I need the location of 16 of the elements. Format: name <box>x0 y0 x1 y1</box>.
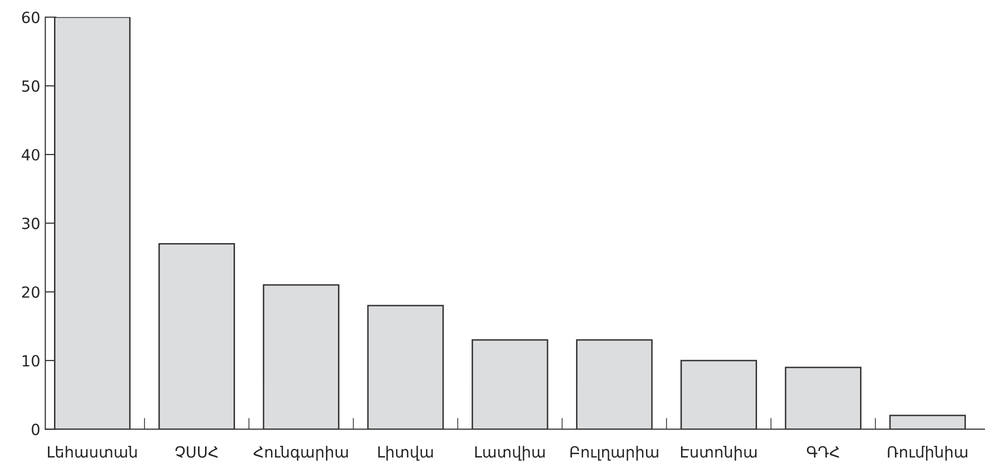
y-tick-label: 40 <box>22 148 40 161</box>
y-tick-label: 60 <box>22 12 40 24</box>
y-tick-label: 20 <box>22 286 40 298</box>
x-tick-label: Ռումինիա <box>888 446 968 461</box>
x-tick-label: Լեհաստան <box>48 446 137 458</box>
y-tick-label: 10 <box>22 354 40 367</box>
y-tick-label: 0 <box>32 424 40 436</box>
y-tick-label: 30 <box>22 218 40 230</box>
x-tick-label: Լատվիա <box>475 446 545 461</box>
x-tick-label: Հունգարիա <box>254 446 348 461</box>
x-tick-label: Լիտվա <box>378 446 433 461</box>
x-tick-label: Բուլղարիա <box>570 446 658 461</box>
y-tick-label: 50 <box>22 80 40 92</box>
x-tick-label: Էստոնիա <box>681 446 757 461</box>
x-tick-label: ՉՍՍՀ <box>176 446 218 458</box>
x-tick-label: ԳԴՀ <box>806 446 839 458</box>
